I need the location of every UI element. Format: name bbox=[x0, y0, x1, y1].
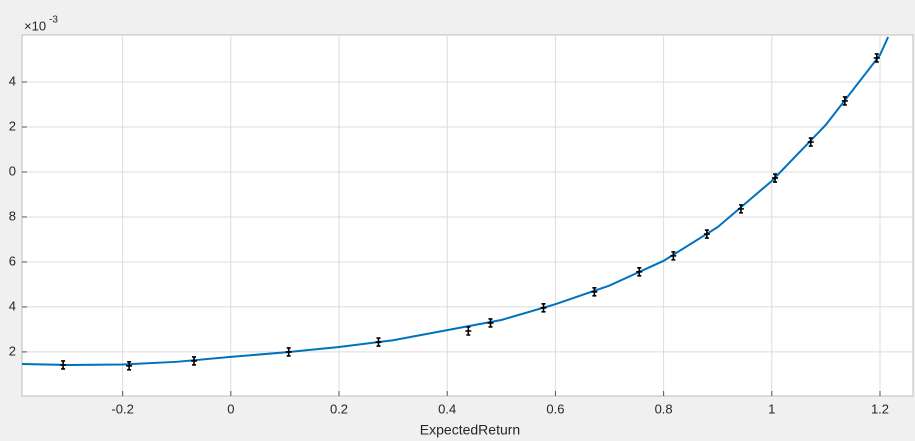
data-point bbox=[487, 318, 494, 328]
x-tick-label: 0 bbox=[227, 401, 234, 416]
y-exponent: -3 bbox=[49, 15, 58, 26]
data-point bbox=[772, 173, 779, 183]
y-tick-label: 4 bbox=[9, 73, 16, 88]
x-tick-label: 0.4 bbox=[438, 401, 456, 416]
data-point bbox=[873, 53, 880, 63]
data-point bbox=[191, 356, 198, 366]
plot-area bbox=[21, 34, 914, 397]
data-point bbox=[670, 251, 677, 261]
x-tick-label: 0.8 bbox=[655, 401, 673, 416]
data-point bbox=[540, 303, 547, 313]
data-point bbox=[841, 96, 848, 106]
y-tick-label: 0 bbox=[9, 163, 16, 178]
y-tick-label: 4 bbox=[9, 298, 16, 313]
data-point bbox=[636, 267, 643, 277]
data-point bbox=[375, 337, 382, 347]
data-point bbox=[807, 137, 814, 147]
x-tick-label: 1 bbox=[768, 401, 775, 416]
data-point bbox=[126, 361, 133, 371]
y-tick-label: 6 bbox=[9, 253, 16, 268]
fit-line bbox=[21, 36, 890, 366]
data-point bbox=[703, 229, 710, 239]
x-tick-label: 0.6 bbox=[546, 401, 564, 416]
data-point bbox=[60, 360, 67, 370]
y-tick-label: 2 bbox=[9, 118, 16, 133]
data-point bbox=[285, 347, 292, 357]
x-tick-label: 1.2 bbox=[871, 401, 889, 416]
y-tick-label: 8 bbox=[9, 208, 16, 223]
x-tick-label: 0.2 bbox=[330, 401, 348, 416]
data-point bbox=[591, 287, 598, 297]
y-tick-label: 2 bbox=[9, 343, 16, 358]
y-multiplier: ×10 bbox=[24, 18, 46, 33]
data-point bbox=[737, 204, 744, 214]
x-axis-label: ExpectedReturn bbox=[420, 422, 520, 438]
data-point bbox=[465, 326, 472, 336]
x-tick-label: -0.2 bbox=[111, 401, 133, 416]
